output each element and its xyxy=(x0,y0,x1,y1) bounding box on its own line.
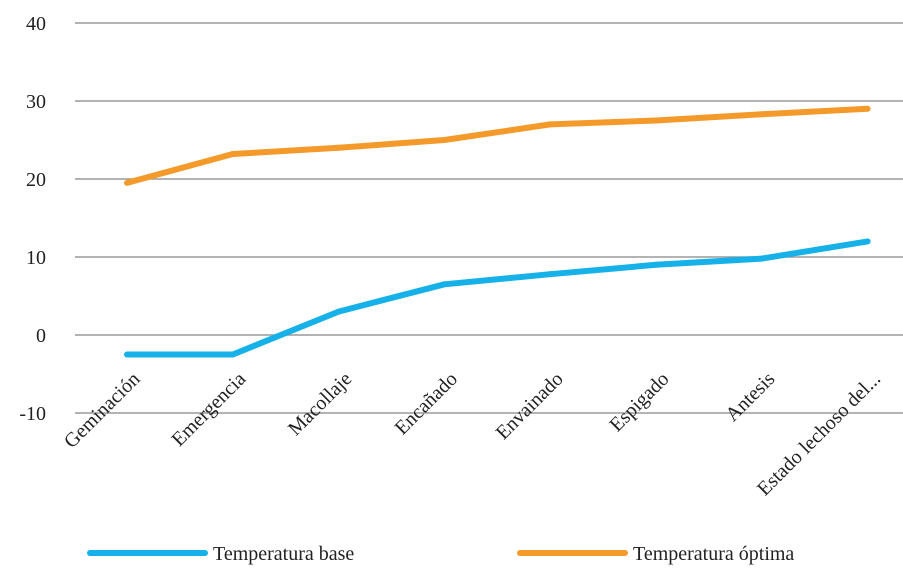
x-category-label: Espigado xyxy=(605,368,673,436)
data-point xyxy=(653,261,659,268)
data-point xyxy=(335,308,342,315)
legend: Temperatura base Temperatura óptima xyxy=(87,543,794,565)
data-point xyxy=(229,351,236,358)
data-point xyxy=(441,137,448,143)
data-point xyxy=(547,121,554,128)
data-point xyxy=(229,151,236,158)
data-point xyxy=(864,105,871,112)
x-category-label: Emergencia xyxy=(168,368,251,451)
data-point xyxy=(653,117,659,124)
y-tick-label: 10 xyxy=(26,247,46,269)
data-point xyxy=(335,144,342,151)
y-axis-tick-labels: 40 30 20 10 0 -10 xyxy=(19,13,46,425)
data-point xyxy=(441,281,448,288)
x-category-label: Geminación xyxy=(60,368,145,453)
legend-label-temperatura-optima: Temperatura óptima xyxy=(633,543,794,565)
y-tick-label: 40 xyxy=(26,13,46,35)
y-tick-label: 20 xyxy=(26,169,46,191)
data-point xyxy=(124,179,130,186)
x-category-label: Envainado xyxy=(492,368,568,444)
data-point xyxy=(864,238,871,245)
data-point xyxy=(547,271,554,278)
data-point xyxy=(124,351,130,358)
x-axis-category-labels: Geminación Emergencia Macollaje Encañado… xyxy=(60,368,885,500)
x-category-label: Encañado xyxy=(391,368,462,439)
series-line-1 xyxy=(126,105,868,186)
gridlines xyxy=(75,22,903,414)
legend-label-temperatura-base: Temperatura base xyxy=(213,543,354,565)
data-point xyxy=(758,111,765,118)
y-tick-label: 30 xyxy=(26,91,46,113)
data-point xyxy=(758,255,765,262)
x-category-label: Macollaje xyxy=(284,368,356,440)
series-line-0 xyxy=(127,238,869,358)
y-tick-label: 0 xyxy=(36,325,46,347)
series-lines xyxy=(124,105,871,358)
x-category-label: Antesis xyxy=(721,368,779,426)
y-tick-label: -10 xyxy=(19,403,46,425)
